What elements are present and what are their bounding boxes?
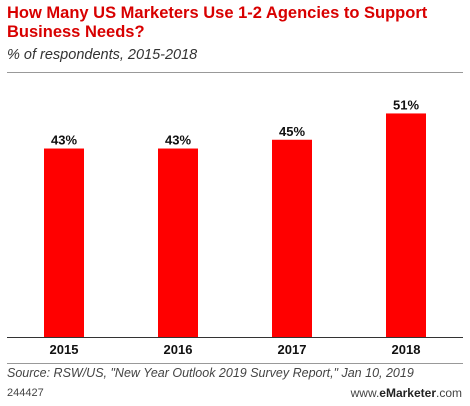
bar-2015 — [44, 148, 84, 337]
value-label-2018: 51% — [393, 97, 419, 112]
source-note: Source: RSW/US, "New Year Outlook 2019 S… — [7, 366, 414, 380]
x-tick-label-2015: 2015 — [50, 342, 79, 357]
bar-2016 — [158, 148, 198, 337]
chart-subtitle: % of respondents, 2015-2018 — [7, 47, 198, 63]
value-label-2016: 43% — [165, 133, 191, 148]
bar-2017 — [272, 139, 312, 337]
x-tick-label-2016: 2016 — [164, 342, 193, 357]
source-divider — [7, 363, 463, 364]
bar-2018 — [386, 113, 426, 337]
x-tick-label-2018: 2018 — [392, 342, 421, 357]
value-label-2017: 45% — [279, 124, 305, 139]
x-tick-label-2017: 2017 — [278, 342, 307, 357]
brand-credit: www.eMarketer.com — [350, 386, 462, 400]
chart-id: 244427 — [7, 387, 44, 399]
chart-title: How Many US Marketers Use 1-2 Agencies t… — [7, 4, 428, 41]
top-divider — [7, 72, 463, 73]
value-label-2015: 43% — [51, 133, 77, 148]
